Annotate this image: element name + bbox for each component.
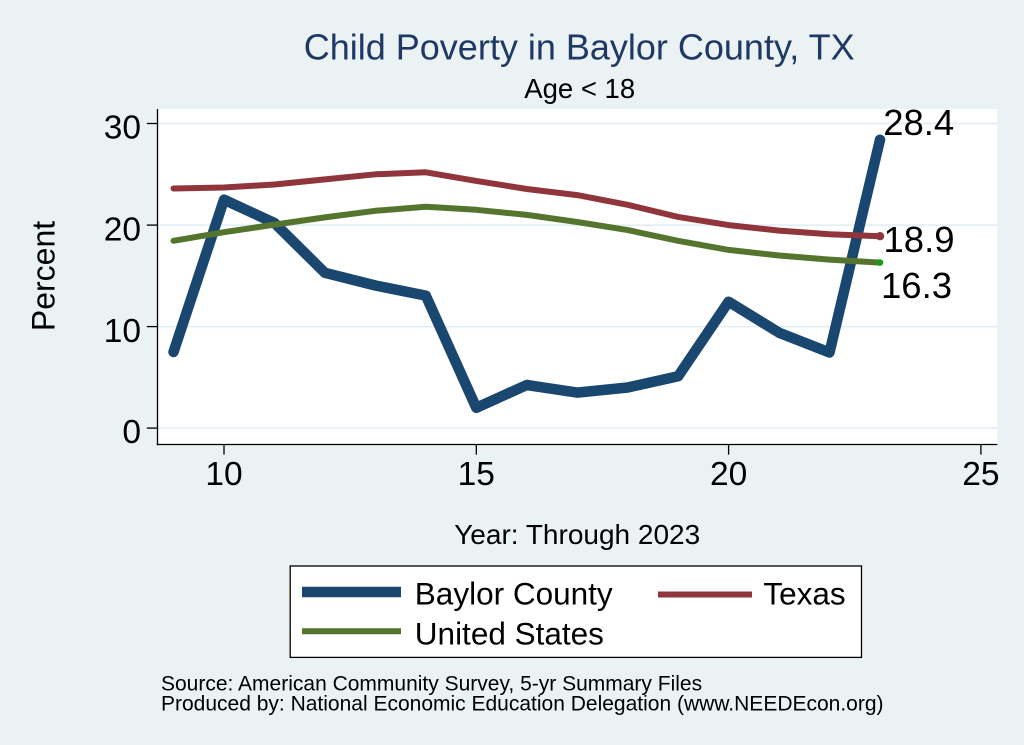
- svg-text:United States: United States: [415, 615, 604, 651]
- svg-text:28.4: 28.4: [883, 102, 954, 143]
- svg-text:25: 25: [962, 456, 999, 493]
- svg-text:20: 20: [710, 456, 747, 493]
- svg-text:Texas: Texas: [763, 575, 845, 611]
- svg-text:10: 10: [205, 456, 242, 493]
- svg-text:Produced by: National Economic: Produced by: National Economic Education…: [161, 692, 884, 715]
- svg-text:20: 20: [104, 211, 141, 248]
- svg-text:Child Poverty in Baylor County: Child Poverty in Baylor County, TX: [304, 27, 855, 68]
- svg-text:18.9: 18.9: [884, 219, 955, 260]
- svg-text:Percent: Percent: [26, 221, 62, 331]
- svg-text:0: 0: [122, 414, 141, 451]
- svg-text:30: 30: [104, 110, 141, 147]
- svg-text:Baylor County: Baylor County: [415, 575, 613, 611]
- svg-text:15: 15: [458, 456, 495, 493]
- svg-text:10: 10: [104, 313, 141, 350]
- svg-text:Year: Through 2023: Year: Through 2023: [454, 519, 700, 550]
- svg-text:Age < 18: Age < 18: [524, 73, 635, 104]
- svg-text:Source: American Community Sur: Source: American Community Survey, 5-yr …: [161, 673, 702, 696]
- svg-text:16.3: 16.3: [881, 265, 952, 306]
